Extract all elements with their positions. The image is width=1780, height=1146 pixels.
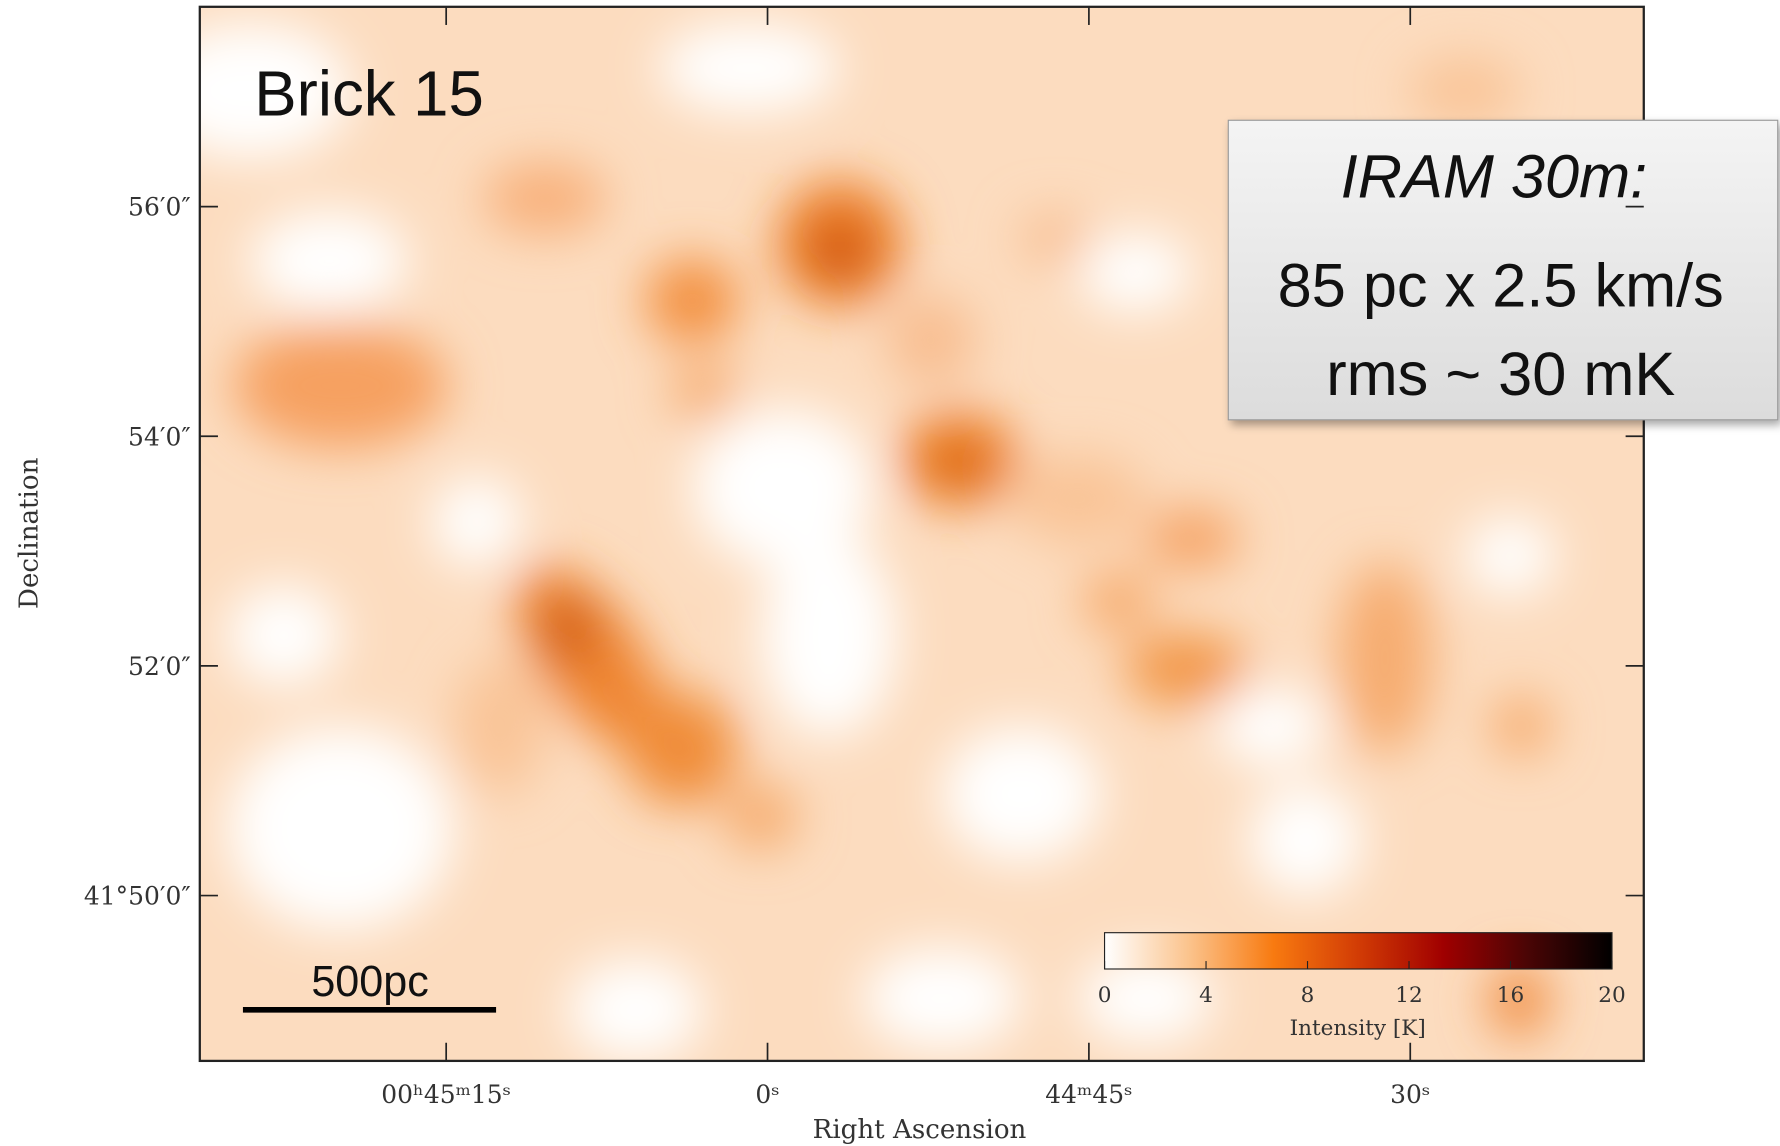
resolution: 85 pc x 2.5 km/s bbox=[1278, 251, 1724, 319]
info-box bbox=[1227, 119, 1779, 421]
y-axis-title: Declination bbox=[14, 457, 44, 609]
colorbar bbox=[1103, 932, 1613, 970]
x-axis-title: Right Ascension bbox=[813, 1115, 1027, 1145]
y-tick-label: 41°50′0″ bbox=[84, 882, 191, 911]
axes bbox=[198, 5, 1645, 1063]
scale-bar-label: 500pc bbox=[311, 958, 428, 1006]
x-tick-label: 30ˢ bbox=[1390, 1080, 1430, 1109]
map-title: Brick 15 bbox=[254, 59, 484, 130]
colorbar-tick-label: 4 bbox=[1199, 983, 1213, 1008]
x-tick-label: 00ʰ45ᵐ15ˢ bbox=[381, 1080, 511, 1109]
colorbar-label: Intensity [K] bbox=[1290, 1016, 1426, 1041]
y-tick-label: 54′0″ bbox=[128, 422, 191, 451]
x-tick-label: 0ˢ bbox=[755, 1080, 779, 1109]
y-tick-label: 56′0″ bbox=[128, 193, 191, 222]
plot-frame bbox=[198, 5, 1645, 1063]
y-tick-label: 52′0″ bbox=[128, 652, 191, 681]
colorbar-tick-label: 0 bbox=[1098, 983, 1112, 1008]
instrument: IRAM 30m: bbox=[1341, 142, 1647, 210]
colorbar-tick-label: 16 bbox=[1497, 983, 1524, 1008]
colorbar-tick-label: 8 bbox=[1301, 983, 1315, 1008]
colorbar-tick-label: 12 bbox=[1395, 983, 1422, 1008]
x-tick-label: 44ᵐ45ˢ bbox=[1045, 1080, 1132, 1109]
colorbar-tick-label: 20 bbox=[1598, 983, 1625, 1008]
noise: rms ~ 30 mK bbox=[1326, 340, 1675, 408]
